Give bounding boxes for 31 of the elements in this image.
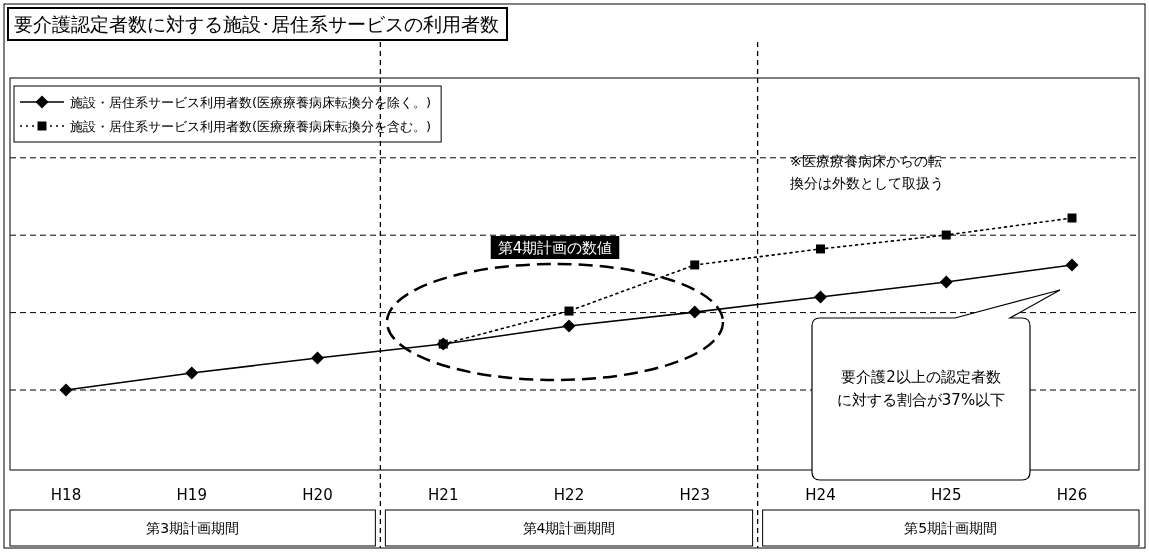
point (690, 260, 700, 270)
point (941, 230, 951, 240)
x-tick-label: H24 (805, 486, 836, 504)
point (814, 290, 827, 304)
point (562, 319, 576, 333)
x-tick-label: H21 (428, 486, 459, 504)
annotation: 要介護2以上の認定者数に対する割合が37%以下 (836, 368, 1006, 409)
point (816, 244, 825, 254)
text: 第5期計画期間 (904, 520, 998, 536)
x-tick-label: H22 (553, 486, 585, 504)
x-tick-label: H23 (679, 486, 710, 504)
callout: 要介護2以上の認定者数に対する割合が37%以下 (811, 289, 1061, 481)
point (564, 306, 574, 316)
annotation: 第4期計画の数値 (497, 239, 613, 257)
text: 第4期計画期間 (522, 520, 616, 536)
x-tick-label: H19 (176, 486, 207, 504)
x-tick-label: H26 (1056, 486, 1088, 504)
title: 要介護認定者数に対する施設･居住系サービスの利用者数 (7, 7, 508, 41)
x-tick-label: H20 (302, 486, 333, 504)
x-tick-label: H25 (931, 486, 962, 504)
note: ※医療療養病床からの転換分は外数として取扱う (790, 153, 944, 191)
point (311, 351, 324, 365)
point (939, 275, 953, 289)
point (1067, 213, 1077, 223)
chart-title: 要介護認定者数に対する施設･居住系サービスの利用者数 (14, 13, 499, 35)
x-tick-label: H18 (50, 486, 82, 504)
point (688, 305, 702, 319)
text: 第3期計画期間 (146, 520, 240, 536)
point (59, 383, 73, 397)
point (185, 366, 199, 380)
point (1065, 258, 1079, 272)
